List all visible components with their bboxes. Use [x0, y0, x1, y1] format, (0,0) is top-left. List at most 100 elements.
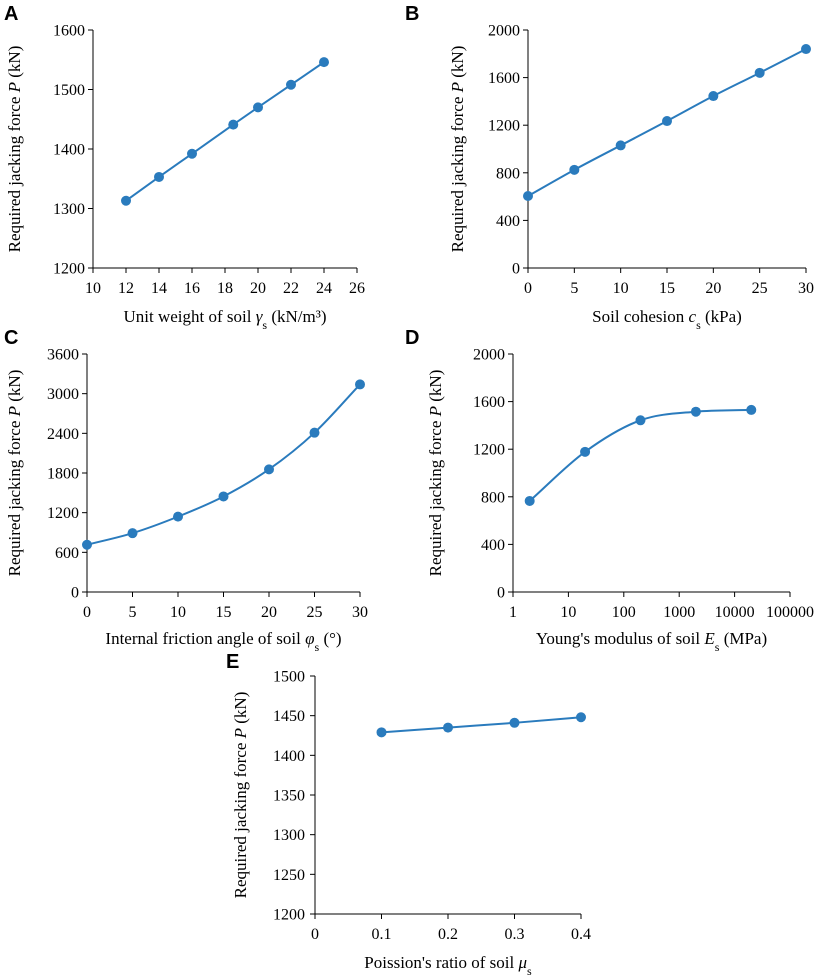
y-tick-label: 1500 — [273, 669, 305, 686]
x-tick-label: 5 — [570, 280, 578, 297]
data-point — [569, 164, 580, 175]
panel-letter: D — [405, 327, 419, 349]
y-tick-label: 1600 — [488, 70, 520, 87]
y-tick-label: 1600 — [53, 23, 85, 40]
x-tick-label: 18 — [217, 280, 233, 297]
data-point — [286, 79, 296, 90]
x-axis-label: Soil cohesion cs (kPa) — [592, 307, 742, 332]
x-axis-label: Young's modulus of soil Es (MPa) — [536, 629, 767, 654]
panel-letter: C — [4, 327, 18, 349]
x-tick-label: 15 — [659, 280, 675, 297]
y-tick-label: 1200 — [47, 505, 79, 522]
y-tick-label: 3600 — [47, 347, 79, 364]
data-point — [355, 379, 365, 390]
x-axis-label: Poission's ratio of soil μs — [364, 953, 532, 975]
data-point — [82, 539, 92, 550]
data-point — [253, 102, 263, 113]
data-point — [662, 116, 672, 127]
data-point — [635, 415, 646, 426]
panel-e: E 1200 1250 1300 1350 1400 1450 1500 0 0.1 0.2 0.3 0… — [226, 651, 591, 975]
y-tick-label: 1800 — [47, 466, 79, 483]
y-tick-label: 1250 — [273, 867, 305, 884]
y-tick-label: 0 — [512, 261, 520, 278]
y-tick-label: 1450 — [273, 708, 305, 725]
data-point — [264, 464, 274, 475]
x-tick-label: 10 — [560, 604, 576, 621]
y-axis-label: Required jacking force P (kN) — [426, 370, 445, 577]
data-point — [754, 67, 765, 78]
data-point — [523, 191, 533, 202]
series-line — [86, 383, 361, 546]
x-tick-label: 25 — [307, 604, 323, 621]
y-tick-label: 1200 — [273, 907, 305, 924]
y-tick-label: 1500 — [53, 82, 85, 99]
x-tick-label: 100 — [612, 604, 636, 621]
y-axis-label: Required jacking force P (kN) — [448, 46, 467, 253]
data-point — [615, 140, 626, 151]
y-tick-label: 1600 — [473, 394, 505, 411]
panel-letter: E — [226, 651, 239, 673]
x-tick-label: 22 — [283, 280, 299, 297]
y-tick-label: 2000 — [488, 23, 520, 40]
data-point — [173, 511, 183, 522]
y-tick-label: 400 — [481, 537, 505, 554]
x-tick-label: 30 — [798, 280, 814, 297]
y-tick-label: 1200 — [488, 118, 520, 135]
y-tick-label: 0 — [497, 585, 505, 602]
y-tick-label: 600 — [55, 545, 79, 562]
y-tick-label: 1350 — [273, 788, 305, 805]
x-tick-label: 10 — [170, 604, 186, 621]
y-tick-label: 400 — [496, 213, 520, 230]
x-tick-label: 0 — [83, 604, 91, 621]
data-point — [580, 446, 591, 457]
y-tick-label: 1200 — [53, 261, 85, 278]
y-tick-label: 800 — [496, 165, 520, 182]
data-point — [127, 528, 138, 539]
y-tick-label: 1300 — [53, 201, 85, 218]
x-tick-label: 10 — [613, 280, 629, 297]
x-tick-label: 100000 — [766, 604, 814, 621]
y-tick-label: 2000 — [473, 347, 505, 364]
y-axis-label: Required jacking force P (kN) — [5, 46, 24, 253]
data-point — [524, 495, 535, 506]
x-tick-label: 0.4 — [571, 926, 591, 943]
data-point — [576, 712, 586, 723]
x-tick-label: 10000 — [715, 604, 755, 621]
data-point — [801, 44, 811, 55]
y-tick-label: 1300 — [273, 827, 305, 844]
x-tick-label: 20 — [250, 280, 266, 297]
y-tick-label: 1400 — [273, 748, 305, 765]
data-point — [443, 722, 453, 733]
x-tick-label: 20 — [261, 604, 277, 621]
y-tick-label: 3000 — [47, 386, 79, 403]
x-tick-label: 1 — [509, 604, 517, 621]
y-tick-label: 800 — [481, 489, 505, 506]
x-tick-label: 25 — [752, 280, 768, 297]
x-tick-label: 16 — [184, 280, 200, 297]
y-tick-label: 1200 — [473, 442, 505, 459]
x-tick-label: 14 — [151, 280, 167, 297]
x-tick-label: 15 — [216, 604, 232, 621]
x-axis-label: Unit weight of soil γs (kN/m³) — [124, 307, 327, 332]
data-point — [228, 119, 239, 130]
x-tick-label: 24 — [316, 280, 332, 297]
y-tick-label: 1400 — [53, 142, 85, 159]
x-tick-label: 20 — [705, 280, 721, 297]
x-tick-label: 0 — [311, 926, 319, 943]
x-tick-label: 5 — [129, 604, 137, 621]
panel-d: D 0 400 800 1200 1600 2000 1 10 100 1000 10000 10000… — [405, 327, 814, 654]
series-line — [381, 716, 582, 734]
y-axis-label: Required jacking force P (kN) — [231, 692, 250, 899]
panel-b: B 0 400 800 1200 1600 2000 0 5 10 15 20 25 30 Soil coh… — [405, 3, 814, 332]
data-point — [121, 195, 131, 206]
data-point — [154, 171, 164, 182]
x-tick-label: 0 — [524, 280, 532, 297]
panel-c: C 0 600 1200 1800 2400 3000 3600 0 5 10 15 20 25 30 Int… — [4, 327, 368, 654]
panel-letter: A — [4, 3, 18, 25]
data-point — [319, 57, 329, 68]
x-tick-label: 0.1 — [372, 926, 392, 943]
x-tick-label: 12 — [118, 280, 134, 297]
x-axis-label: Internal friction angle of soil φs (°) — [105, 629, 341, 654]
y-tick-label: 2400 — [47, 426, 79, 443]
